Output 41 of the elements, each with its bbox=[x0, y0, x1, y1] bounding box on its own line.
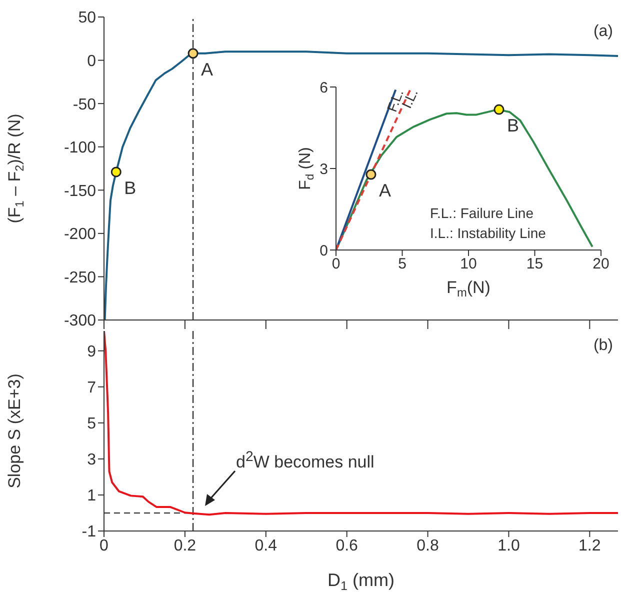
x-axis-title: F$_{m}$(N) bbox=[446, 278, 490, 300]
x-tick-label: 1.2 bbox=[578, 537, 601, 554]
y-tick-label: 3 bbox=[320, 160, 328, 178]
x-tick-label: 0 bbox=[332, 256, 340, 273]
y-tick-label: 1 bbox=[87, 488, 96, 505]
annotation: d$^{2}$W becomes null bbox=[236, 448, 374, 473]
x-tick-label: 0 bbox=[100, 537, 109, 554]
annotation: I.L.: Instability Line bbox=[430, 225, 546, 241]
annotation: (a) bbox=[593, 23, 613, 41]
y-tick-label: -250 bbox=[64, 269, 96, 286]
y-tick-label: 7 bbox=[87, 380, 96, 397]
y-tick-label: 50 bbox=[78, 10, 96, 27]
y-tick-label: -200 bbox=[64, 226, 96, 244]
series-label: A bbox=[201, 59, 214, 80]
y-tick-label: 3 bbox=[87, 452, 96, 469]
series-label: A bbox=[378, 180, 391, 200]
y-tick-label: -150 bbox=[64, 182, 96, 200]
x-tick-label: 0.8 bbox=[416, 537, 439, 554]
x-tick-label: 0.2 bbox=[174, 537, 196, 554]
y-tick-label: 9 bbox=[87, 344, 96, 360]
y-tick-label: -100 bbox=[64, 140, 96, 157]
x-tick-label: 5 bbox=[398, 256, 406, 273]
y-axis-title: Slope S (xE+3) bbox=[5, 374, 24, 488]
y-tick-label: -50 bbox=[72, 96, 96, 114]
series-label: B bbox=[506, 116, 519, 136]
x-tick-label: 15 bbox=[526, 256, 544, 273]
x-tick-label: 1.0 bbox=[498, 537, 520, 554]
x-tick-label: 10 bbox=[460, 256, 477, 273]
x-tick-label: 0.4 bbox=[254, 537, 278, 554]
y-tick-label: -1 bbox=[82, 524, 96, 541]
series-label: B bbox=[124, 178, 136, 198]
y-tick-label: 5 bbox=[87, 416, 96, 433]
x-axis-title: D$_{1}$ (mm) bbox=[328, 570, 394, 592]
x-tick-label: 20 bbox=[592, 256, 610, 273]
y-tick-label: 6 bbox=[320, 79, 328, 96]
y-tick-label: -300 bbox=[64, 312, 96, 330]
y-tick-label: 0 bbox=[320, 242, 328, 260]
x-tick-label: 0.6 bbox=[336, 537, 358, 554]
y-tick-label: 0 bbox=[87, 52, 96, 70]
annotation: F.L.: Failure Line bbox=[430, 205, 534, 221]
annotation: (b) bbox=[593, 337, 613, 355]
